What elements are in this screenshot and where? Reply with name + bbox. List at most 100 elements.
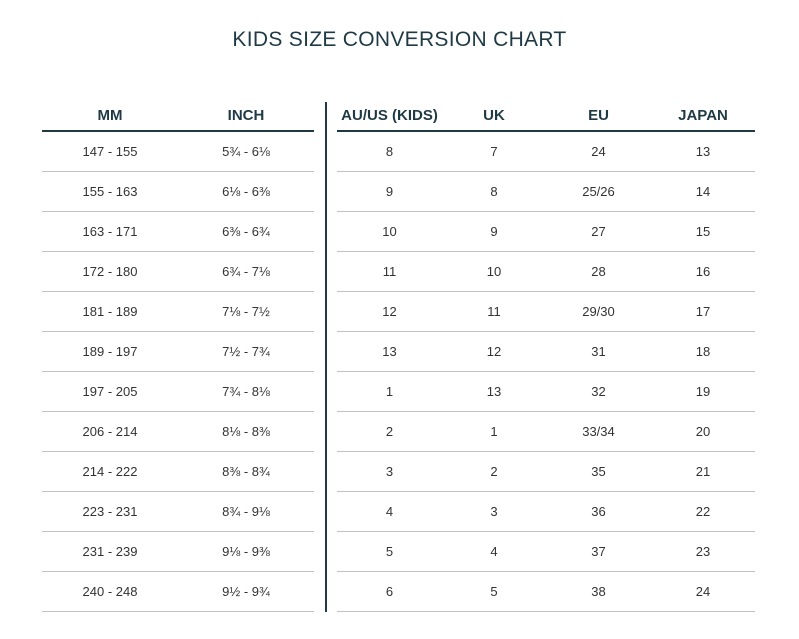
inch-cell: 7¾ - 8⅛ — [222, 384, 270, 399]
mm-cell: 240 - 248 — [82, 584, 138, 599]
japan-cell: 17 — [695, 304, 711, 319]
au-us-cell: 13 — [382, 344, 397, 359]
eu-cell: 36 — [591, 504, 606, 519]
table-row: 12 11 29/30 17 — [337, 292, 755, 332]
table-row: 2 1 33/34 20 — [337, 412, 755, 452]
eu-cell: 25/26 — [582, 184, 615, 199]
inch-cell: 6¾ - 7⅛ — [222, 264, 270, 279]
japan-cell: 22 — [695, 504, 711, 519]
page-title: KIDS SIZE CONVERSION CHART — [232, 28, 567, 51]
uk-cell: 1 — [490, 424, 498, 439]
inch-cell: 7½ - 7¾ — [222, 344, 270, 359]
eu-cell: 24 — [591, 144, 606, 159]
table-row: 155 - 163 6⅛ - 6⅜ — [42, 172, 314, 212]
table-row: 240 - 248 9½ - 9¾ — [42, 572, 314, 612]
uk-cell: 3 — [490, 504, 498, 519]
au-us-cell: 5 — [385, 544, 394, 559]
table-row: 4 3 36 22 — [337, 492, 755, 532]
table-divider — [325, 102, 327, 612]
au-us-cell: 6 — [385, 584, 394, 599]
eu-cell: 33/34 — [582, 424, 615, 439]
au-us-cell: 3 — [385, 464, 394, 479]
table-row: 223 - 231 8¾ - 9⅛ — [42, 492, 314, 532]
table-row: 214 - 222 8⅜ - 8¾ — [42, 452, 314, 492]
mm-inch-body: 147 - 155 5¾ - 6⅛ 155 - 163 6⅛ - 6⅜ 163 - 17… — [42, 132, 314, 612]
inch-cell: 8⅛ - 8⅜ — [222, 424, 270, 439]
uk-cell: 9 — [490, 224, 498, 239]
uk-cell: 11 — [487, 304, 501, 319]
uk-cell: 2 — [490, 464, 498, 479]
uk-cell: 8 — [490, 184, 498, 199]
japan-cell: 19 — [695, 384, 711, 399]
table-row: 163 - 171 6⅜ - 6¾ — [42, 212, 314, 252]
au-us-cell: 8 — [385, 144, 394, 159]
eu-cell: 29/30 — [582, 304, 615, 319]
mm-cell: 181 - 189 — [82, 304, 138, 319]
header-inch: INCH — [227, 106, 265, 124]
size-header: AU/US (KIDS) UK EU JAPAN — [337, 100, 755, 132]
mm-cell: 197 - 205 — [82, 384, 138, 399]
inch-cell: 9⅛ - 9⅜ — [222, 544, 270, 559]
uk-cell: 12 — [486, 344, 502, 359]
inch-cell: 6⅛ - 6⅜ — [222, 184, 270, 199]
japan-cell: 20 — [695, 424, 711, 439]
inch-cell: 6⅜ - 6¾ — [222, 224, 270, 239]
mm-cell: 214 - 222 — [82, 464, 138, 479]
mm-cell: 231 - 239 — [82, 544, 138, 559]
table-row: 6 5 38 24 — [337, 572, 755, 612]
table-row: 10 9 27 15 — [337, 212, 755, 252]
eu-cell: 35 — [591, 464, 606, 479]
table-row: 197 - 205 7¾ - 8⅛ — [42, 372, 314, 412]
mm-inch-table: MM INCH 147 - 155 5¾ - 6⅛ 155 - 163 6⅛ - 6⅜… — [42, 100, 314, 612]
table-row: 5 4 37 23 — [337, 532, 755, 572]
au-us-cell: 1 — [385, 384, 394, 399]
header-mm: MM — [97, 106, 123, 124]
japan-cell: 21 — [695, 464, 711, 479]
japan-cell: 16 — [695, 264, 711, 279]
inch-cell: 7⅛ - 7½ — [222, 304, 270, 319]
table-row: 3 2 35 21 — [337, 452, 755, 492]
header-eu: EU — [588, 106, 609, 124]
inch-cell: 9½ - 9¾ — [222, 584, 270, 599]
uk-cell: 5 — [490, 584, 498, 599]
table-row: 181 - 189 7⅛ - 7½ — [42, 292, 314, 332]
eu-cell: 37 — [591, 544, 606, 559]
mm-cell: 172 - 180 — [82, 264, 138, 279]
uk-cell: 13 — [486, 384, 502, 399]
eu-cell: 38 — [591, 584, 606, 599]
inch-cell: 8⅜ - 8¾ — [222, 464, 270, 479]
header-uk: UK — [483, 106, 505, 124]
table-row: 13 12 31 18 — [337, 332, 755, 372]
au-us-cell: 10 — [382, 224, 397, 239]
size-body: 8 7 24 13 9 8 25/26 14 10 9 27 15 11 10 28 16 12 11 29/30 1… — [337, 132, 755, 612]
header-japan: JAPAN — [678, 106, 728, 124]
inch-cell: 5¾ - 6⅛ — [222, 144, 270, 159]
mm-cell: 206 - 214 — [82, 424, 138, 439]
mm-cell: 163 - 171 — [82, 224, 138, 239]
japan-cell: 24 — [695, 584, 711, 599]
uk-cell: 7 — [490, 144, 498, 159]
japan-cell: 15 — [695, 224, 711, 239]
mm-inch-header: MM INCH — [42, 100, 314, 132]
inch-cell: 8¾ - 9⅛ — [222, 504, 270, 519]
table-row: 189 - 197 7½ - 7¾ — [42, 332, 314, 372]
japan-cell: 18 — [695, 344, 711, 359]
au-us-cell: 11 — [382, 264, 397, 279]
au-us-cell: 9 — [385, 184, 394, 199]
table-row: 172 - 180 6¾ - 7⅛ — [42, 252, 314, 292]
eu-cell: 32 — [591, 384, 606, 399]
table-row: 206 - 214 8⅛ - 8⅜ — [42, 412, 314, 452]
au-us-cell: 12 — [382, 304, 397, 319]
table-row: 9 8 25/26 14 — [337, 172, 755, 212]
mm-cell: 223 - 231 — [82, 504, 138, 519]
mm-cell: 155 - 163 — [82, 184, 138, 199]
table-row: 147 - 155 5¾ - 6⅛ — [42, 132, 314, 172]
header-au-us: AU/US (KIDS) — [341, 106, 438, 124]
uk-cell: 4 — [490, 544, 498, 559]
size-table: AU/US (KIDS) UK EU JAPAN 8 7 24 13 9 8 25/26 14… — [337, 100, 755, 612]
mm-cell: 189 - 197 — [82, 344, 138, 359]
eu-cell: 27 — [591, 224, 606, 239]
au-us-cell: 2 — [385, 424, 394, 439]
uk-cell: 10 — [486, 264, 502, 279]
table-row: 8 7 24 13 — [337, 132, 755, 172]
